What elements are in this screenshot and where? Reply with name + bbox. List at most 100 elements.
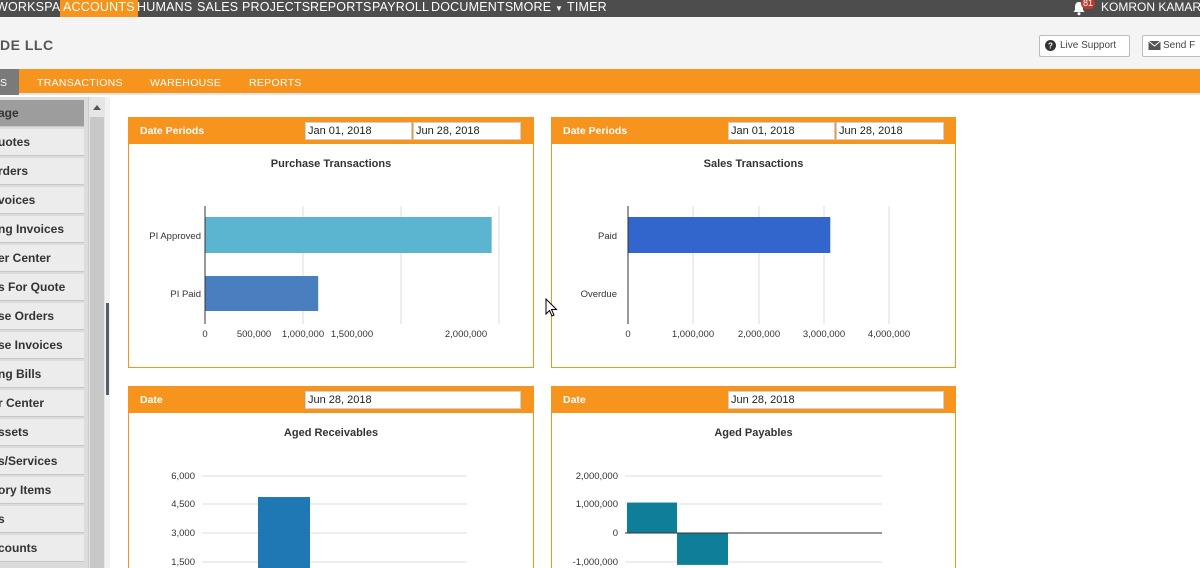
y-tick-label: 1,500 — [171, 557, 195, 568]
sub-nav: S TRANSACTIONS WAREHOUSE REPORTS — [0, 69, 1200, 95]
start-date-input[interactable]: Jan 01, 2018 — [728, 122, 835, 140]
date-label: Date — [563, 394, 586, 406]
nav-sales[interactable]: SALES — [197, 0, 239, 14]
nav-humans[interactable]: HUMANS — [137, 0, 193, 14]
panel-header: Date Periods Jan 01, 2018 Jun 28, 2018 — [552, 118, 955, 144]
y-tick-label: 4,500 — [171, 499, 195, 510]
aged-receivables-chart: 6,000 4,500 3,000 1,500 — [171, 471, 467, 568]
sidebar-item-recurring-invoices[interactable]: ng Invoices — [0, 216, 84, 243]
caret-down-icon: ▼ — [555, 4, 564, 13]
end-date-input[interactable]: Jun 28, 2018 — [413, 122, 521, 140]
user-name[interactable]: KOMRON KAMAR — [1101, 0, 1200, 14]
sidebar-item-accounts[interactable]: counts — [0, 535, 84, 562]
scroll-thumb[interactable] — [90, 117, 104, 568]
start-date-input[interactable]: Jan 01, 2018 — [305, 122, 412, 140]
x-tick-label: 0 — [625, 329, 630, 340]
chart-title: Sales Transactions — [703, 158, 804, 170]
panel-header: Date Periods Jan 01, 2018 Jun 28, 2018 — [129, 118, 533, 144]
nav-accounts[interactable]: ACCOUNTS — [60, 0, 138, 17]
subnav-reports[interactable]: REPORTS — [249, 77, 302, 89]
bar-payables-overdue — [677, 533, 728, 565]
send-button[interactable]: Send F — [1142, 35, 1200, 57]
date-input[interactable]: Jun 28, 2018 — [305, 391, 521, 409]
nav-workspace[interactable]: WORKSPACE — [0, 0, 79, 14]
x-tick-label: 2,000,000 — [445, 329, 487, 340]
subnav-transactions[interactable]: TRANSACTIONS — [37, 77, 123, 89]
notification-count-badge: 81 — [1081, 0, 1096, 9]
aged-payables-panel: Date Jun 28, 2018 Aged Payables 2,000,00… — [551, 386, 956, 568]
sidebar-item-quotes[interactable]: uotes — [0, 129, 84, 156]
y-tick-label: 0 — [613, 528, 618, 539]
mouse-cursor-icon — [545, 298, 558, 317]
date-periods-label: Date Periods — [563, 125, 628, 137]
scroll-up-arrow-icon[interactable] — [89, 100, 105, 114]
nav-reports[interactable]: REPORTS — [310, 0, 372, 14]
x-tick-label: 3,000,000 — [803, 329, 845, 340]
category-label: Overdue — [581, 289, 617, 300]
top-nav: WORKSPACE ACCOUNTS HUMANS SALES PROJECTS… — [0, 0, 1200, 17]
category-label: PI Paid — [170, 289, 201, 300]
y-tick-label: 6,000 — [171, 471, 195, 482]
sidebar: age uotes rders voices ng Invoices er Ce… — [0, 97, 88, 568]
subnav-active-tab[interactable]: S — [0, 69, 19, 95]
sidebar-item-requests-for-quote[interactable]: s For Quote — [0, 274, 84, 301]
company-name: DE LLC — [0, 37, 54, 53]
live-support-label: Live Support — [1060, 40, 1117, 51]
nav-projects[interactable]: PROJECTS — [242, 0, 311, 14]
header: DE LLC ? Live Support Send F — [0, 17, 1200, 69]
sidebar-scrollbar[interactable] — [88, 97, 105, 568]
chart-title: Aged Payables — [714, 427, 793, 439]
nav-documents[interactable]: DOCUMENTS — [431, 0, 514, 14]
aged-payables-chart: 2,000,000 1,000,000 0 -1,000,000 — [573, 471, 882, 568]
date-periods-label: Date Periods — [140, 125, 205, 137]
sidebar-item-vendor-center[interactable]: r Center — [0, 390, 84, 417]
x-tick-label: 1,500,000 — [331, 329, 373, 340]
sidebar-item-invoices[interactable]: voices — [0, 187, 84, 214]
x-tick-label: 500,000 — [237, 329, 271, 340]
sidebar-item-recurring-bills[interactable]: ng Bills — [0, 361, 84, 388]
end-date-input[interactable]: Jun 28, 2018 — [836, 122, 944, 140]
y-tick-label: -1,000,000 — [573, 557, 618, 568]
chart-title: Purchase Transactions — [270, 158, 392, 170]
aged-receivables-panel: Date Jun 28, 2018 Aged Receivables 6,000… — [128, 386, 534, 568]
nav-more[interactable]: MORE ▼ — [513, 0, 563, 17]
category-label: Paid — [598, 231, 617, 242]
send-label: Send F — [1163, 40, 1196, 51]
nav-payroll[interactable]: PAYROLL — [372, 0, 430, 14]
sidebar-item-misc[interactable]: s — [0, 506, 84, 533]
purchase-transactions-panel: Date Periods Jan 01, 2018 Jun 28, 2018 P… — [128, 117, 534, 368]
y-tick-label: 2,000,000 — [576, 471, 618, 482]
y-tick-label: 3,000 — [171, 528, 195, 539]
x-tick-label: 0 — [202, 329, 207, 340]
bar-pi-paid — [205, 276, 319, 311]
nav-more-label: MORE — [513, 0, 552, 14]
subnav-warehouse[interactable]: WAREHOUSE — [150, 77, 222, 89]
x-tick-label: 1,000,000 — [672, 329, 714, 340]
pane-divider-grip[interactable] — [106, 303, 109, 395]
sidebar-item-inventory-items[interactable]: ory Items — [0, 477, 84, 504]
chart-title: Aged Receivables — [283, 427, 379, 439]
sales-transactions-panel: Date Periods Jan 01, 2018 Jun 28, 2018 S… — [551, 117, 956, 368]
svg-text:?: ? — [1048, 42, 1053, 51]
sidebar-item-products-services[interactable]: s/Services — [0, 448, 84, 475]
panel-header: Date Jun 28, 2018 — [129, 387, 533, 413]
nav-timer[interactable]: TIMER — [567, 0, 607, 14]
x-tick-label: 2,000,000 — [738, 329, 780, 340]
sidebar-item-orders[interactable]: rders — [0, 158, 84, 185]
date-input[interactable]: Jun 28, 2018 — [728, 391, 944, 409]
live-support-button[interactable]: ? Live Support — [1039, 35, 1130, 57]
date-label: Date — [140, 394, 163, 406]
sidebar-item-assets[interactable]: ssets — [0, 419, 84, 446]
bar-payables-current — [627, 502, 677, 533]
purchase-transactions-chart: PI Approved PI Paid 0 500,000 1,000,000 … — [149, 206, 500, 340]
sidebar-item-manage[interactable]: age — [0, 100, 84, 127]
envelope-icon — [1148, 40, 1161, 50]
sidebar-item-purchase-orders[interactable]: se Orders — [0, 303, 84, 330]
bar-paid — [628, 217, 831, 253]
sidebar-item-purchase-invoices[interactable]: se Invoices — [0, 332, 84, 359]
panel-header: Date Jun 28, 2018 — [552, 387, 955, 413]
category-label: PI Approved — [149, 231, 201, 242]
sidebar-item-customer-center[interactable]: er Center — [0, 245, 84, 272]
x-tick-label: 1,000,000 — [282, 329, 324, 340]
x-tick-label: 4,000,000 — [868, 329, 910, 340]
